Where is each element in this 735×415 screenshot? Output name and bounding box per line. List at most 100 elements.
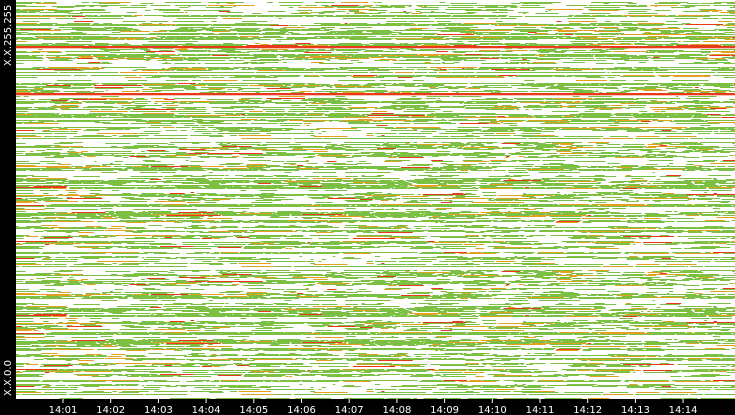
heatmap-cell xyxy=(65,232,72,233)
heatmap-cell xyxy=(508,76,513,77)
heatmap-cell xyxy=(141,84,176,85)
heatmap-cell xyxy=(523,193,526,194)
heatmap-cell xyxy=(369,205,376,206)
heatmap-cell xyxy=(593,308,606,309)
heatmap-cell xyxy=(16,261,53,262)
heatmap-cell xyxy=(488,163,502,164)
heatmap-cell xyxy=(68,308,80,309)
heatmap-cell xyxy=(491,289,517,290)
heatmap-cell xyxy=(124,83,178,84)
heatmap-cell xyxy=(122,193,132,194)
heatmap-cell xyxy=(525,206,573,207)
heatmap-cell xyxy=(480,131,514,132)
heatmap-cell xyxy=(295,180,325,181)
heatmap-cell xyxy=(652,109,684,110)
heatmap-cell xyxy=(465,271,471,272)
heatmap-cell xyxy=(385,23,414,24)
heatmap-cell xyxy=(159,50,173,51)
heatmap-cell xyxy=(714,133,735,134)
heatmap-cell xyxy=(129,284,147,285)
heatmap-cell xyxy=(585,278,606,279)
heatmap-cell xyxy=(229,29,259,30)
heatmap-cell xyxy=(495,70,515,71)
heatmap-cell xyxy=(16,117,73,118)
heatmap-cell xyxy=(175,5,207,6)
heatmap-cell xyxy=(268,244,302,245)
heatmap-cell xyxy=(614,67,632,68)
heatmap-cell xyxy=(321,89,349,90)
heatmap-cell xyxy=(250,123,278,124)
heatmap-cell xyxy=(718,311,735,312)
heatmap-cell xyxy=(377,266,436,267)
heatmap-cell xyxy=(181,327,206,328)
heatmap-cell xyxy=(84,316,135,317)
heatmap-cell xyxy=(251,63,265,64)
heatmap-cell xyxy=(611,185,627,186)
heatmap-cell xyxy=(265,270,290,271)
heatmap-cell xyxy=(716,195,735,196)
heatmap-cell xyxy=(522,256,527,257)
heatmap-cell xyxy=(450,143,464,144)
heatmap-cell xyxy=(165,155,197,156)
heatmap-cell xyxy=(53,143,73,144)
heatmap-cell xyxy=(244,103,265,104)
heatmap-cell xyxy=(16,206,45,207)
heatmap-cell xyxy=(665,21,678,22)
heatmap-cell xyxy=(341,2,369,3)
heatmap-cell xyxy=(43,237,73,238)
heatmap-cell xyxy=(416,216,427,217)
heatmap-cell xyxy=(152,76,167,77)
heatmap-cell xyxy=(304,304,320,305)
heatmap-cell xyxy=(119,114,175,115)
heatmap-cell xyxy=(682,236,713,237)
heatmap-cell xyxy=(179,277,206,278)
heatmap-cell xyxy=(487,246,505,247)
heatmap-cell xyxy=(658,37,697,38)
heatmap-cell xyxy=(714,339,728,340)
heatmap-cell xyxy=(132,48,148,49)
heatmap-cell xyxy=(135,182,157,183)
heatmap-cell xyxy=(300,222,322,223)
heatmap-cell xyxy=(263,86,288,87)
heatmap-cell xyxy=(81,151,88,152)
heatmap-cell xyxy=(275,103,309,104)
heatmap-cell xyxy=(190,192,195,193)
heatmap-cell xyxy=(46,206,66,207)
heatmap-cell xyxy=(220,16,229,17)
heatmap-cell xyxy=(545,105,563,106)
heatmap-cell xyxy=(440,58,479,59)
heatmap-cell xyxy=(203,237,227,238)
heatmap-cell xyxy=(603,3,610,4)
heatmap-cell xyxy=(724,32,735,33)
heatmap-cell xyxy=(499,170,506,171)
heatmap-cell xyxy=(94,87,123,88)
heatmap-cell xyxy=(237,31,262,32)
heatmap-cell xyxy=(168,200,201,201)
heatmap-cell xyxy=(52,316,67,317)
heatmap-cell xyxy=(95,194,139,195)
heatmap-cell xyxy=(244,187,250,188)
heatmap-cell xyxy=(521,349,533,350)
heatmap-cell xyxy=(342,146,352,147)
heatmap-cell xyxy=(721,117,735,118)
heatmap-cell xyxy=(178,147,211,148)
heatmap-cell xyxy=(16,243,21,244)
heatmap-cell xyxy=(102,217,112,218)
heatmap-cell xyxy=(191,350,202,351)
heatmap-cell xyxy=(344,342,347,343)
heatmap-cell xyxy=(254,67,289,68)
heatmap-cell xyxy=(142,45,179,46)
heatmap-cell xyxy=(321,55,347,56)
heatmap-cell xyxy=(121,205,161,206)
heatmap-cell xyxy=(250,60,281,61)
heatmap-cell xyxy=(727,10,735,11)
heatmap-cell xyxy=(459,313,517,314)
heatmap-cell xyxy=(483,208,507,209)
heatmap-cell xyxy=(378,121,382,122)
heatmap-cell xyxy=(259,62,279,63)
heatmap-cell xyxy=(283,309,321,310)
heatmap-cell xyxy=(340,252,387,253)
heatmap-cell xyxy=(656,179,661,180)
heatmap-cell xyxy=(694,311,716,312)
heatmap-cell xyxy=(686,292,695,293)
